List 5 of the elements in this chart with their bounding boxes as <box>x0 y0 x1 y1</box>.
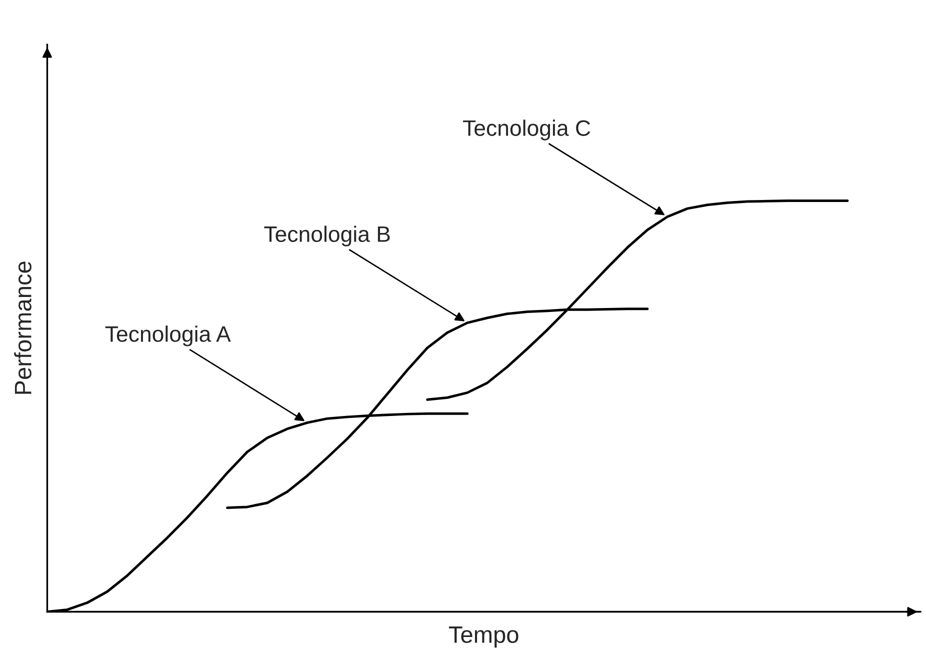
text: Tecnologia C <box>463 120 590 140</box>
text: Tecnologia A <box>105 326 231 346</box>
x-axis-title: Tempo <box>448 626 518 648</box>
text: Tecnologia B <box>264 226 390 246</box>
y-axis-title: Performance <box>14 262 32 394</box>
